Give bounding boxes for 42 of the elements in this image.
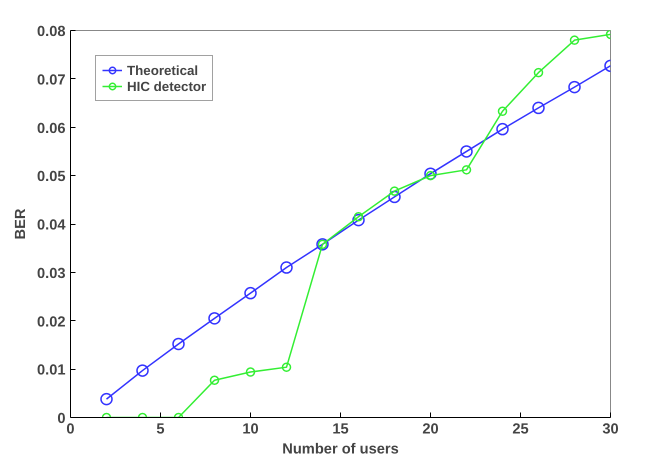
point [426,170,436,180]
legend-label: HIC detector [127,78,206,94]
point [352,214,365,226]
point [424,167,437,180]
y-tick-label: 0.03 [36,266,66,282]
point [460,145,473,158]
point [532,102,545,114]
x-tick-label: 20 [422,422,439,438]
point [570,35,580,45]
point [244,286,257,300]
point [208,312,221,325]
point [498,106,508,116]
x-tick-label: 25 [512,422,529,438]
x-tick-label: 15 [332,422,349,438]
x-axis-title: Number of users [282,442,399,458]
point [390,186,400,196]
point [246,367,256,377]
y-tick-label: 0.07 [36,72,66,88]
point [136,364,149,377]
y-axis-title: BER [12,208,29,240]
point [100,392,113,406]
x-tick-label: 10 [242,422,259,438]
point [172,338,185,350]
legend-label: Theoretical [127,62,198,78]
y-tick-label: 0 [57,411,66,427]
point [210,376,220,385]
point [388,190,401,204]
y-tick-label: 0.04 [36,218,66,234]
y-tick-label: 0.02 [36,314,66,330]
point [354,212,364,222]
y-tick-label: 0.08 [36,24,66,40]
point [282,362,292,372]
y-tick-label: 0.05 [36,169,66,186]
point [496,122,509,136]
point [568,80,581,94]
y-tick-label: 0.06 [36,120,66,137]
point [534,68,544,78]
x-tick-label: 5 [156,422,165,438]
x-tick-label: 30 [602,422,619,438]
y-tick-label: 0.01 [36,362,66,379]
point [280,261,293,274]
point [462,165,472,175]
